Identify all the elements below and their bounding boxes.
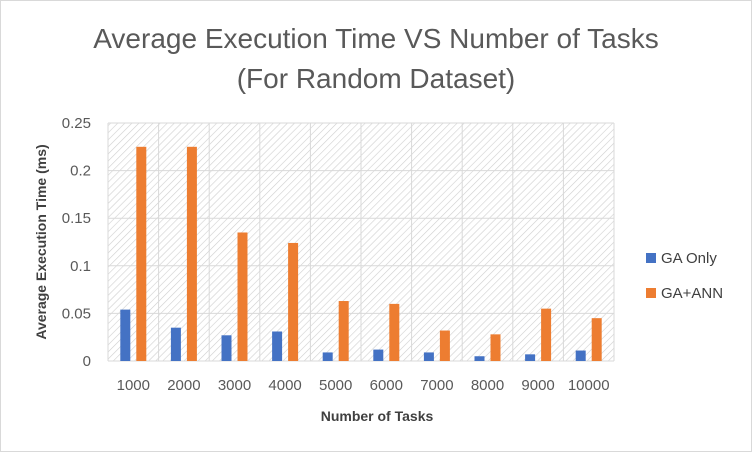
bar-GA+ANN-4000 — [288, 242, 299, 361]
bar-GA Only-2000 — [170, 327, 181, 361]
bar-GA Only-4000 — [272, 331, 283, 361]
y-axis-title: Average Execution Time (ms) — [33, 144, 49, 339]
x-tick-label: 9000 — [521, 377, 554, 394]
bar-GA+ANN-9000 — [541, 308, 552, 361]
legend-swatch-GA Only — [646, 253, 656, 263]
x-tick-label: 6000 — [370, 377, 403, 394]
x-axis-title: Number of Tasks — [321, 408, 434, 424]
x-tick-label: 5000 — [319, 377, 352, 394]
bar-GA Only-9000 — [525, 354, 536, 361]
bar-GA Only-1000 — [120, 309, 131, 361]
y-tick-label: 0 — [83, 353, 91, 370]
legend: GA Only GA+ANN — [646, 250, 723, 302]
bar-GA+ANN-1000 — [136, 146, 147, 361]
y-tick-label: 0.25 — [62, 115, 91, 132]
chart-title-line2: (For Random Dataset) — [236, 63, 516, 94]
bar-GA Only-8000 — [474, 356, 485, 361]
bar-GA+ANN-2000 — [186, 146, 197, 361]
bar-GA+ANN-8000 — [490, 334, 501, 361]
x-tick-label: 3000 — [218, 377, 251, 394]
legend-label: GA+ANN — [661, 285, 723, 302]
x-tick-label: 4000 — [268, 377, 301, 394]
bar-GA Only-3000 — [221, 335, 232, 361]
bar-GA+ANN-7000 — [439, 330, 450, 361]
x-tick-label: 7000 — [420, 377, 453, 394]
bar-GA Only-7000 — [423, 352, 434, 361]
y-tick-label: 0.2 — [70, 163, 91, 180]
bar-GA+ANN-3000 — [237, 232, 248, 361]
y-tick-label: 0.1 — [70, 258, 91, 275]
y-axis-ticks: 0 0.05 0.1 0.15 0.2 0.25 — [62, 115, 91, 370]
x-tick-label: 8000 — [471, 377, 504, 394]
bar-GA+ANN-5000 — [338, 301, 349, 361]
bar-GA+ANN-10000 — [591, 318, 602, 361]
x-tick-label: 1000 — [117, 377, 150, 394]
y-tick-label: 0.15 — [62, 210, 91, 227]
x-tick-label: 10000 — [568, 377, 610, 394]
x-tick-label: 2000 — [167, 377, 200, 394]
bar-GA Only-5000 — [322, 352, 333, 361]
x-axis-ticks: 1000 2000 3000 4000 5000 6000 7000 8000 9000 1000… — [117, 377, 610, 394]
bar-GA+ANN-6000 — [389, 303, 400, 361]
chart-title-line1: Average Execution Time VS Number of Task… — [93, 23, 659, 54]
bar-GA Only-6000 — [373, 349, 384, 361]
bars — [120, 146, 602, 361]
bar-GA Only-10000 — [575, 350, 586, 361]
legend-label: GA Only — [661, 250, 717, 267]
legend-swatch-GA+ANN — [646, 288, 656, 298]
y-tick-label: 0.05 — [62, 305, 91, 322]
